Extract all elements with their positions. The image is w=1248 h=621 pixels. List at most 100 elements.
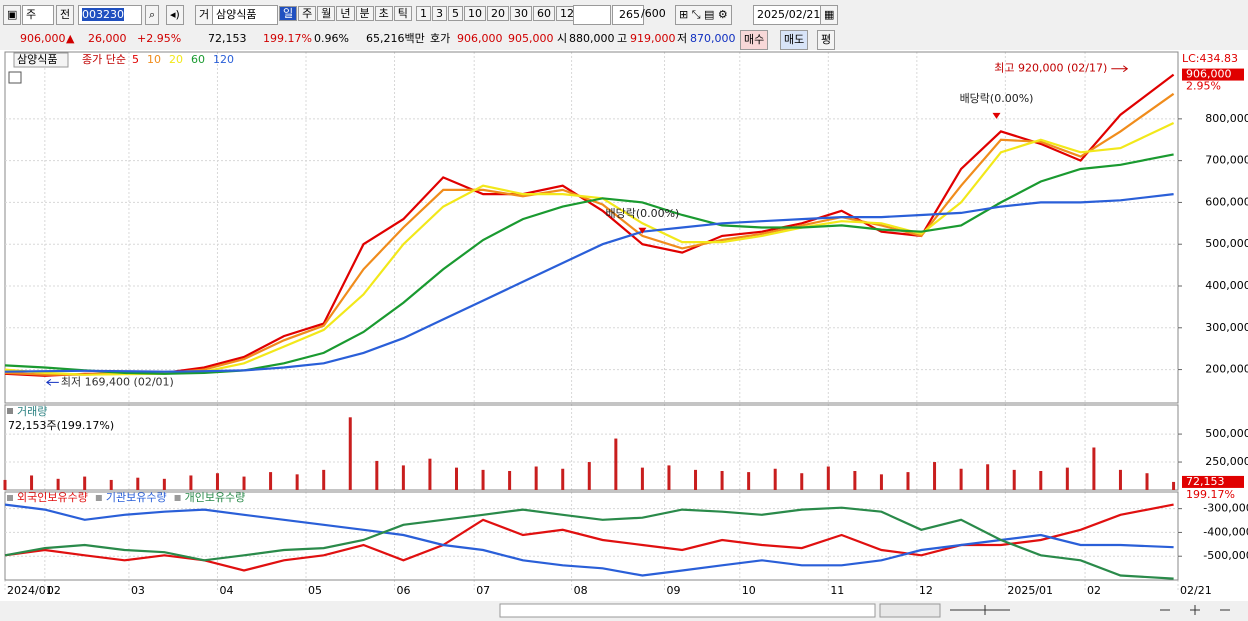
toolbar-button[interactable]: 월 [317,6,336,21]
zoom-controls[interactable] [950,605,1230,615]
scrollbar-thumb[interactable] [499,603,876,618]
x-tick-label: 04 [219,584,233,597]
y-tick-label: 600,000 [1205,195,1248,208]
min-arrow [46,378,59,386]
menu-icon[interactable]: ▣ [3,5,22,25]
dividend-note: 배당락(0.00%) [960,92,1034,105]
count-max: /600 [641,7,666,20]
last-change: 2.95% [1186,80,1221,93]
high: 919,000 [630,32,676,45]
volume-bar [640,467,644,490]
toolbar-button[interactable]: 20 [487,6,509,21]
toolbar-button[interactable]: 초 [374,6,393,21]
legend-swatch [7,495,13,501]
x-tick-label: 07 [476,584,490,597]
toolbar-button[interactable]: 분 [355,6,374,21]
y-tick-label: 200,000 [1205,363,1248,376]
price: 906,000 [20,32,66,45]
volume-bar [773,468,777,490]
y-tick-label: -500,000 [1203,549,1248,562]
dividend-marker [992,112,1001,119]
lc-label: LC:434.83 [1182,52,1238,65]
volume-bar [694,469,698,490]
volume-bar [1039,470,1043,490]
volume-bar [454,467,458,490]
volume-bar [534,466,538,490]
x-tick-label: 10 [742,584,756,597]
pane-border [4,491,1179,581]
pane-icon [7,408,13,414]
volume-bar [109,479,113,490]
volume-bar [800,473,804,490]
market[interactable]: 거 [195,5,214,25]
prev-button[interactable]: 전 [56,5,75,25]
code: 003230 [82,8,124,21]
volume-bar [747,472,751,490]
avg-button[interactable]: 평 [817,30,836,50]
legend-entry: 10 [147,53,161,66]
volume-bar [3,479,7,490]
volume-bar [56,478,60,490]
interval-input[interactable] [573,5,611,25]
legend-label: 종가 단순 [82,53,126,66]
toolbar-button[interactable]: 30 [510,6,532,21]
amount: 65,216백만 [366,32,425,45]
volume-bar [720,470,724,490]
toolbar-button[interactable]: 60 [533,6,555,21]
volume-bar [322,469,326,490]
tool-icons[interactable]: ⊞ ⤡ ▤ ⚙ [675,5,732,25]
x-tick-label: 2025/01 [1007,584,1053,597]
volume-bar [587,462,591,490]
search-button[interactable]: ⌕ [145,5,160,25]
toolbar-button[interactable]: 1 [416,6,431,21]
change: 26,000 [88,32,127,45]
volume-bar [401,465,405,490]
legend-entry: 기관보유수량 [106,491,167,504]
max-arrow [1111,65,1129,73]
series-line [4,506,1174,580]
last-value-box [1182,475,1244,488]
date-input[interactable]: 2025/02/21 [753,5,821,25]
volume-bar [136,477,140,490]
volume-bar [1118,469,1122,490]
volume-bar [1092,447,1096,490]
toolbar-button[interactable]: 10 [464,6,486,21]
toolbar-button[interactable]: 년 [336,6,355,21]
volume-bar [1172,481,1176,490]
legend-swatch [174,495,181,501]
y-tick-label: 250,000 [1205,455,1248,468]
x-tick-label: 12 [919,584,933,597]
legend-entry: 외국인보유수량 [17,491,88,504]
toolbar-button[interactable]: 주 [298,6,317,21]
volume-bar [269,472,273,490]
count[interactable]: 265 [612,5,644,25]
legend-box [13,52,69,68]
legend-entry: 개인보유수량 [185,491,246,504]
max-note: 최고 920,000 (02/17) [994,62,1107,75]
volume-bar [189,475,193,490]
volume-bar [667,465,671,490]
series-line [4,503,1174,577]
volume-bar [614,438,618,490]
stock-name[interactable]: 삼양식품 [212,5,278,25]
toolbar-button[interactable]: 5 [448,6,463,21]
code-input[interactable]: 003230 [78,5,142,25]
calendar-button[interactable]: ▦ [820,5,839,25]
toolbar-button[interactable]: 일 [279,6,298,21]
period-type[interactable]: 주 [22,5,54,25]
ask: 906,000 [457,32,503,45]
toolbar-button[interactable]: 틱 [393,6,412,21]
toolbar-button[interactable]: 3 [432,6,447,21]
y-tick-label: 800,000 [1205,112,1248,125]
scroll-buttons[interactable] [879,603,941,618]
volume-bar [375,460,379,490]
low: 870,000 [690,32,736,45]
sound-button[interactable]: ◂) [166,5,184,25]
sell-button[interactable]: 매도 [780,30,809,50]
x-tick-label: 2024/01 [7,584,53,597]
high-label: 고 [617,32,628,45]
buy-button[interactable]: 매수 [740,30,769,50]
arrow: ▲ [66,32,75,45]
